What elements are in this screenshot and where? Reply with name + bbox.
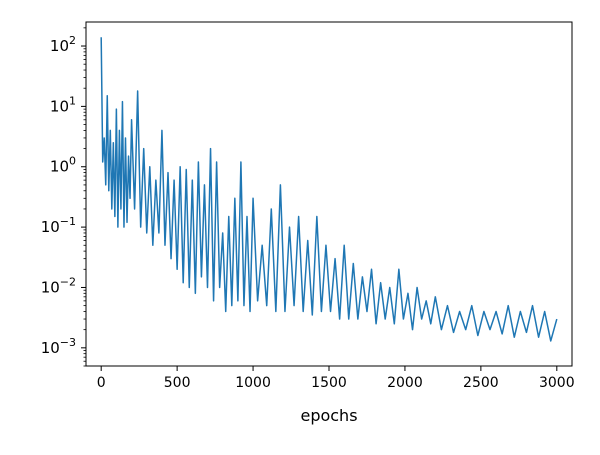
x-tick-label: 1000 bbox=[235, 375, 271, 391]
series-line-0 bbox=[100, 37, 558, 342]
y-axis-ticks: 10−3 10−2 10−1 100 101 102 bbox=[41, 27, 86, 367]
y-tick-label: 101 bbox=[50, 94, 76, 115]
x-axis-ticks: 0 500 1000 1500 2000 2500 3000 bbox=[97, 366, 575, 391]
x-tick-label: 2000 bbox=[387, 375, 423, 391]
x-tick-label: 3000 bbox=[539, 375, 575, 391]
y-tick-label: 100 bbox=[50, 155, 76, 176]
x-tick-label: 500 bbox=[164, 375, 191, 391]
x-tick-label: 1500 bbox=[311, 375, 347, 391]
axes-frame bbox=[85, 21, 573, 367]
x-axis-label: epochs bbox=[300, 406, 357, 425]
y-tick-label: 102 bbox=[50, 34, 76, 55]
y-tick-label: 10−1 bbox=[41, 215, 76, 236]
y-tick-label: 10−3 bbox=[41, 336, 76, 357]
y-tick-label: 10−2 bbox=[41, 275, 76, 296]
series-layer bbox=[100, 37, 558, 342]
x-tick-label: 2500 bbox=[463, 375, 499, 391]
plot-area bbox=[86, 22, 572, 366]
x-tick-label: 0 bbox=[97, 375, 106, 391]
